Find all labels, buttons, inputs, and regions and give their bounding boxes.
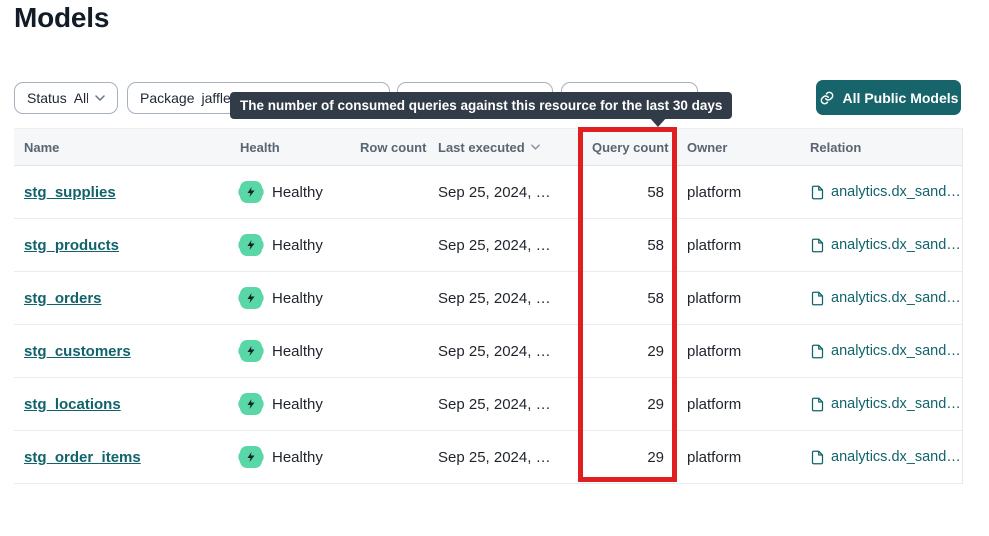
document-icon [811,238,824,252]
health-cell: Healthy [230,234,350,256]
owner-cell: platform [687,236,742,254]
relation-link[interactable]: analytics.dx_sand… [831,343,961,359]
chevron-down-icon [95,95,105,101]
relation-link[interactable]: analytics.dx_sand… [831,449,961,465]
last-executed-cell: Sep 25, 2024, … [438,289,551,307]
last-executed-label: Last executed [438,139,525,155]
model-link[interactable]: stg_order_items [24,448,141,466]
table-row: stg_orders Healthy Sep 25, 2024, … 58 pl… [14,272,962,325]
healthy-badge-icon [235,181,267,203]
column-header-query-count: Query count i [580,139,677,155]
last-executed-cell: Sep 25, 2024, … [438,342,551,360]
column-header-row-count: Row count [360,139,427,155]
status-filter-label: Status [27,90,67,106]
last-executed-cell: Sep 25, 2024, … [438,448,551,466]
model-link[interactable]: stg_products [24,236,120,254]
last-executed-cell: Sep 25, 2024, … [438,183,551,201]
document-icon [811,291,824,305]
model-link[interactable]: stg_customers [24,342,131,360]
health-cell: Healthy [230,181,350,203]
health-status-text: Healthy [272,448,323,466]
status-filter-value: All [73,90,88,106]
health-cell: Healthy [230,446,350,468]
package-filter-label: Package [140,90,195,106]
model-link[interactable]: stg_locations [24,395,121,413]
column-header-last-executed[interactable]: Last executed [428,140,580,155]
table-row: stg_products Healthy Sep 25, 2024, … 58 … [14,219,962,272]
model-link[interactable]: stg_supplies [24,183,116,201]
table-header-row: Name Health Row count Last executed Quer… [14,128,962,166]
package-filter-value: jaffle_ [201,90,239,106]
relation-link[interactable]: analytics.dx_sand… [831,184,961,200]
owner-cell: platform [687,395,742,413]
relation-link[interactable]: analytics.dx_sand… [831,290,961,306]
table-row: stg_customers Healthy Sep 25, 2024, … 29… [14,325,962,378]
health-cell: Healthy [230,393,350,415]
document-icon [811,450,824,464]
health-status-text: Healthy [272,395,323,413]
all-public-models-label: All Public Models [842,89,959,106]
health-status-text: Healthy [272,289,323,307]
query-count-cell: 58 [647,289,664,307]
query-count-cell: 58 [647,236,664,254]
status-filter-dropdown[interactable]: Status All [14,82,118,114]
model-link[interactable]: stg_orders [24,289,102,307]
column-header-owner: Owner [687,139,728,155]
healthy-badge-icon [235,340,267,362]
last-executed-cell: Sep 25, 2024, … [438,236,551,254]
health-cell: Healthy [230,287,350,309]
query-count-cell: 29 [647,395,664,413]
table-row: stg_locations Healthy Sep 25, 2024, … 29… [14,378,962,431]
healthy-badge-icon [235,234,267,256]
tooltip-arrow [649,117,667,127]
models-table: Name Health Row count Last executed Quer… [14,128,963,484]
sort-chevron-down-icon[interactable] [530,144,540,150]
health-status-text: Healthy [272,183,323,201]
last-executed-cell: Sep 25, 2024, … [438,395,551,413]
column-header-health: Health [240,139,280,155]
query-count-label: Query count [592,139,669,155]
relation-link[interactable]: analytics.dx_sand… [831,396,961,412]
owner-cell: platform [687,342,742,360]
table-row: stg_supplies Healthy Sep 25, 2024, … 58 … [14,166,962,219]
owner-cell: platform [687,183,742,201]
healthy-badge-icon [235,287,267,309]
document-icon [811,185,824,199]
link-icon [820,91,833,104]
all-public-models-button[interactable]: All Public Models [816,80,961,115]
health-status-text: Healthy [272,342,323,360]
table-row: stg_order_items Healthy Sep 25, 2024, … … [14,431,962,484]
healthy-badge-icon [235,446,267,468]
query-count-tooltip: The number of consumed queries against t… [230,92,733,119]
query-count-cell: 29 [647,448,664,466]
relation-link[interactable]: analytics.dx_sand… [831,237,961,253]
column-header-name: Name [24,139,60,155]
query-count-cell: 29 [647,342,664,360]
column-header-relation: Relation [810,139,862,155]
owner-cell: platform [687,289,742,307]
health-cell: Healthy [230,340,350,362]
healthy-badge-icon [235,393,267,415]
document-icon [811,397,824,411]
page-title: Models [14,2,110,33]
owner-cell: platform [687,448,742,466]
health-status-text: Healthy [272,236,323,254]
document-icon [811,344,824,358]
query-count-cell: 58 [647,183,664,201]
